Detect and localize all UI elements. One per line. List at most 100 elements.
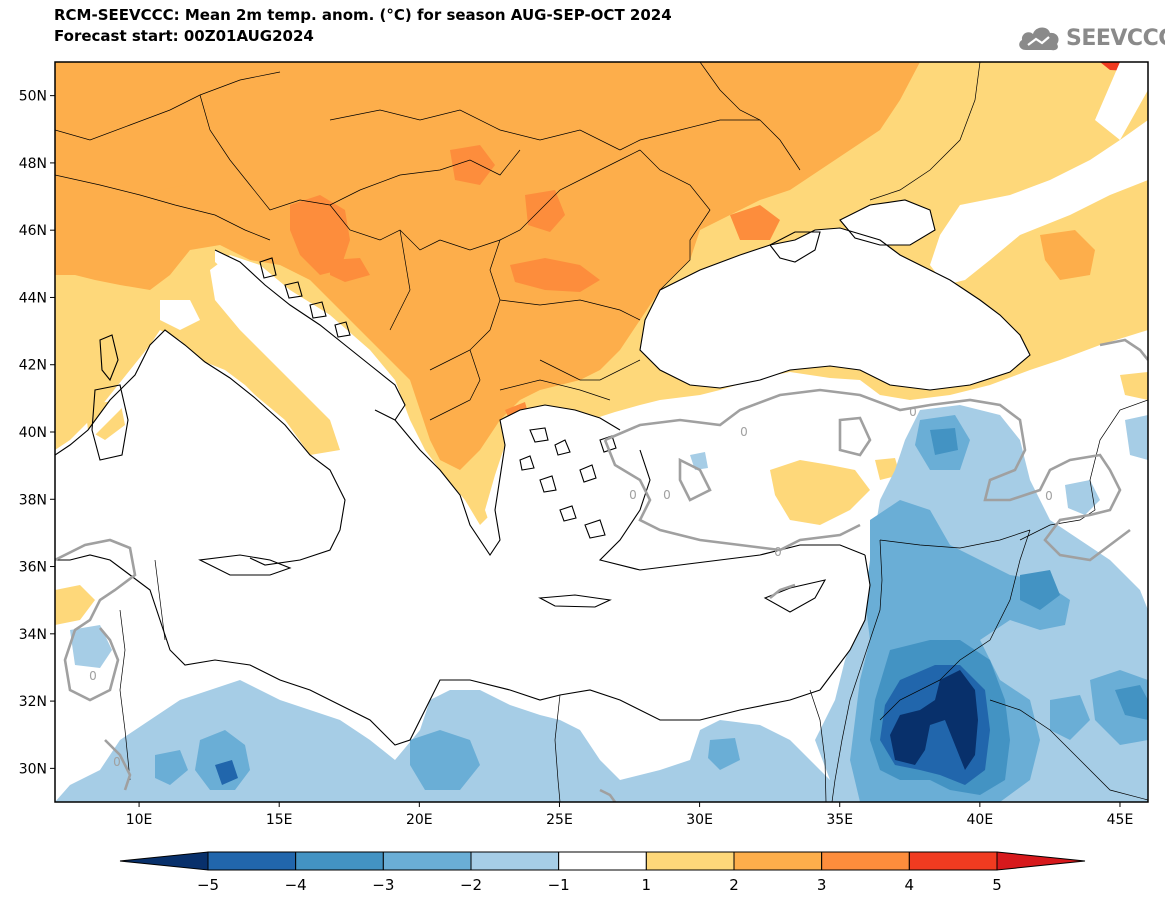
- colorbar-segment: [645, 851, 735, 871]
- coastline-cyprus: [763, 579, 827, 613]
- colorbar-segment: [207, 851, 297, 871]
- caspian-sea: [1095, 62, 1148, 140]
- country-borders: [55, 62, 1148, 802]
- forecast-start-label: Forecast start: 00Z01AUG2024: [54, 27, 314, 45]
- warm-band-2-3: [55, 62, 920, 470]
- colorbar-segment: [295, 851, 384, 871]
- border: [539, 359, 641, 381]
- aegean-islands: [519, 427, 617, 539]
- colorbar-segment: [733, 851, 823, 871]
- lat-tick-label: 40N: [19, 425, 47, 441]
- border: [989, 699, 1148, 801]
- sea-areas: [55, 62, 1148, 745]
- border: [809, 689, 827, 802]
- cool-band-2-3: [1050, 695, 1090, 740]
- coastline-levant: [819, 554, 871, 691]
- contour-label: 0: [1045, 489, 1053, 503]
- contour-label: 0: [89, 669, 97, 683]
- lon-tick-label: 15E: [266, 812, 293, 828]
- contour-label: 0: [629, 488, 637, 502]
- border: [1019, 399, 1148, 541]
- lon-tick-label: 40E: [967, 812, 994, 828]
- border: [554, 694, 561, 802]
- border: [55, 174, 271, 241]
- sea-of-azov: [840, 200, 935, 245]
- border: [869, 62, 981, 201]
- warm-anomaly-field: [55, 62, 1148, 625]
- lon-tick-label: 20E: [406, 812, 433, 828]
- colorbar-segment: [821, 851, 910, 871]
- border: [639, 149, 711, 291]
- zero-contour-line: [769, 583, 796, 600]
- cloud-icon: [1019, 27, 1059, 51]
- warm-band-1-2: [1120, 372, 1148, 400]
- coastline-crimea: [769, 231, 821, 263]
- lat-tick-label: 46N: [19, 223, 47, 239]
- cool-band-2-3: [410, 730, 480, 790]
- cool-band-4-5: [215, 760, 238, 785]
- colorbar-label: −2: [460, 876, 482, 894]
- lat-tick-label: 44N: [19, 290, 47, 306]
- colorbar-label: −5: [197, 876, 219, 894]
- warm-band-3-4: [525, 190, 565, 232]
- dalmatian-islands: [259, 257, 351, 338]
- warm-band-3-4: [330, 258, 370, 282]
- map-title: RCM-SEEVCCC: Mean 2m temp. anom. (°C) fo…: [54, 6, 672, 24]
- border: [119, 609, 131, 781]
- lon-tick-label: 10E: [126, 812, 153, 828]
- warm-band-2-3: [1040, 230, 1095, 280]
- warm-band-3-4: [730, 205, 780, 240]
- border: [879, 529, 1031, 549]
- border: [859, 539, 883, 671]
- border: [619, 119, 760, 151]
- border: [55, 71, 281, 141]
- lon-tick-label: 30E: [686, 812, 713, 828]
- cool-band-1-2: [1125, 415, 1148, 460]
- border: [154, 559, 166, 641]
- contour-label: 0: [663, 488, 671, 502]
- warm-band-2-3: [140, 145, 190, 190]
- zero-contour-line: [104, 739, 132, 791]
- border: [439, 149, 641, 251]
- border: [429, 349, 481, 421]
- colorbar-label: −1: [548, 876, 570, 894]
- coastline-sardinia: [91, 384, 129, 461]
- lat-tick-label: 42N: [19, 358, 47, 374]
- border: [329, 204, 441, 251]
- coastline-balkans: [394, 404, 621, 556]
- lat-tick-label: 34N: [19, 627, 47, 643]
- warm-band-1-2: [770, 460, 870, 525]
- cool-band-3-4: [1020, 570, 1060, 610]
- colorbar-label: −3: [372, 876, 394, 894]
- border: [499, 379, 611, 401]
- cool-band-5: [890, 670, 978, 770]
- border: [199, 94, 331, 211]
- zero-contour-line: [55, 538, 137, 702]
- warm-band-3-4: [510, 258, 600, 292]
- colorbar: −5 −4 −3 −2 −1 1 2 3 4 5: [119, 851, 1086, 894]
- zero-contour-labels: 0 0 0 0 0 0 0 0: [89, 405, 1053, 769]
- cool-band-2-3: [155, 750, 188, 785]
- coastline-italy: [214, 249, 406, 421]
- border: [329, 109, 621, 151]
- cool-band-2-3: [708, 738, 740, 770]
- cool-band-3-4: [1115, 685, 1148, 720]
- warm-band-1-2: [55, 585, 95, 625]
- lon-tick-label: 45E: [1107, 812, 1134, 828]
- coastline-turkey: [598, 449, 866, 571]
- colorbar-max-arrow: [996, 851, 1086, 871]
- zero-contour-line: [678, 457, 712, 502]
- warm-band-3-4: [290, 195, 350, 275]
- colorbar-label: 5: [992, 876, 1002, 894]
- coastline-africa: [55, 554, 821, 746]
- adriatic-sea: [215, 250, 405, 420]
- lat-tick-label: 32N: [19, 694, 47, 710]
- colorbar-min-arrow: [119, 851, 209, 871]
- colorbar-segment: [382, 851, 472, 871]
- border: [499, 299, 641, 321]
- colorbar-segment: [908, 851, 998, 871]
- black-sea: [640, 228, 1030, 390]
- contour-label: 0: [909, 405, 917, 419]
- zero-contour-line: [1099, 338, 1148, 361]
